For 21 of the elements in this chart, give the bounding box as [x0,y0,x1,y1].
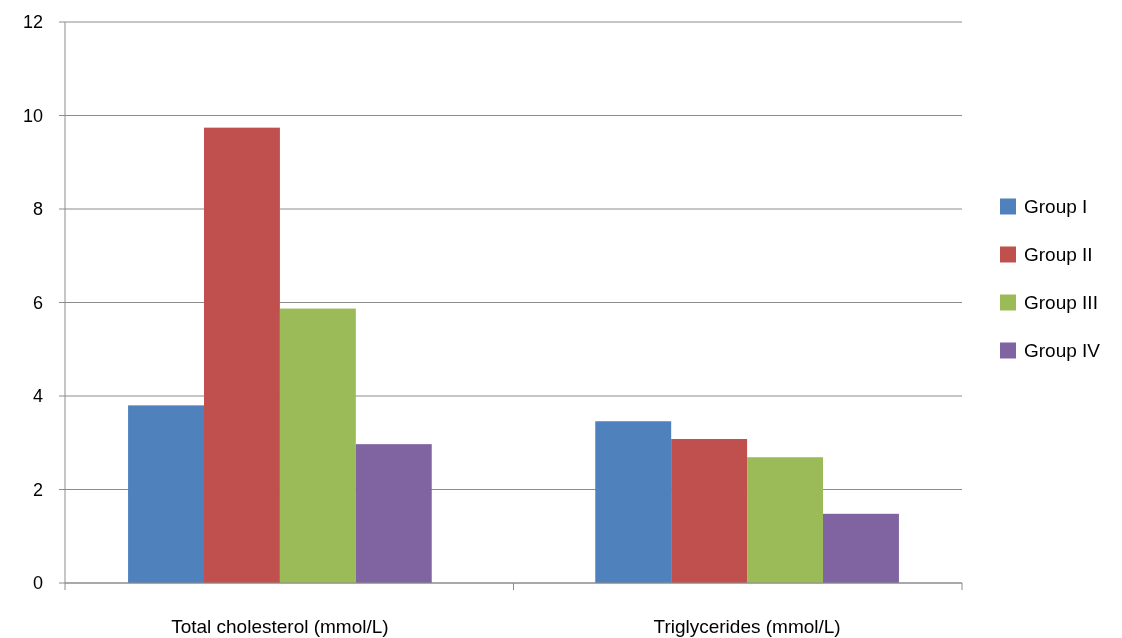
legend-label: Group II [1024,244,1093,266]
y-tick-label: 4 [32,386,43,407]
bar [595,421,672,583]
legend-label: Group IV [1024,340,1101,362]
bar [355,444,432,583]
bar [747,457,824,583]
legend-label: Group III [1024,292,1098,314]
x-tick-label: Triglycerides (mmol/L) [653,616,841,637]
x-tick-label: Total cholesterol (mmol/L) [171,616,389,637]
y-tick-label: 6 [32,292,43,313]
legend-label: Group I [1024,196,1088,218]
y-tick-label: 0 [32,573,43,594]
bar [279,308,356,583]
y-tick-label: 12 [22,12,43,33]
y-tick-label: 8 [32,199,43,220]
bar [671,439,748,583]
bar [823,513,899,583]
y-tick-label: 2 [32,479,43,500]
bar [128,405,204,583]
bar [203,127,280,583]
y-tick-label: 10 [22,105,43,126]
